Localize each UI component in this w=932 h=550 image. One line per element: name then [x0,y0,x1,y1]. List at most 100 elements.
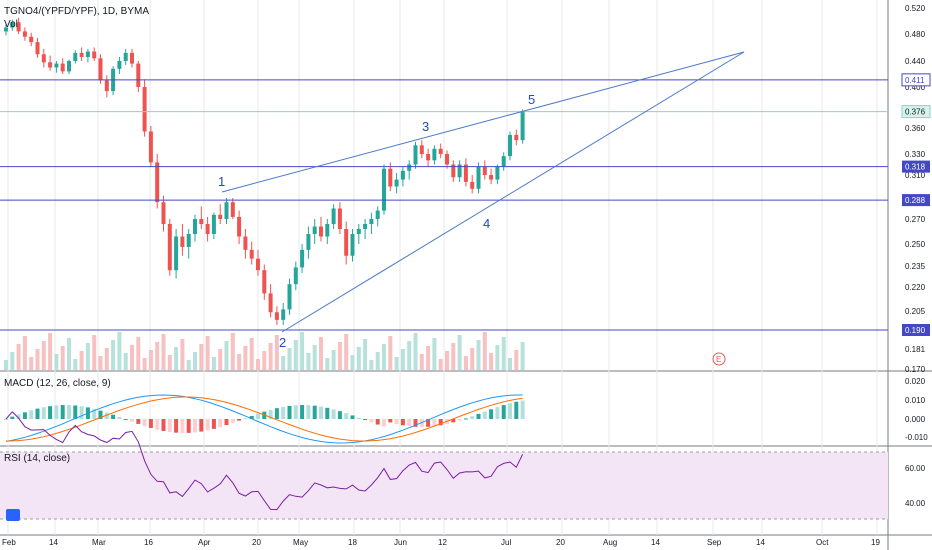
price-tag [902,324,930,336]
macd-histogram-bar [224,419,229,426]
candle-body [230,202,235,217]
time-tick-label: 20 [556,538,565,547]
volume-bar [476,340,481,370]
volume-bar [268,343,273,370]
candle-body [92,51,97,59]
candle-body [476,166,481,189]
macd-histogram-bar [369,419,374,423]
volume-bar [419,354,424,370]
macd-histogram-bar [514,401,519,419]
candle-body [407,164,412,171]
volume-bar [230,333,235,370]
volume-bar [35,349,40,370]
price-pane[interactable]: E [4,17,726,366]
volume-bar [98,356,103,370]
rsi-pane[interactable] [0,411,888,521]
price-tag-label: 0.288 [905,196,926,205]
candle-body [48,62,53,68]
candle-body [98,58,103,81]
volume-bar [495,345,500,370]
candle-body [331,208,336,224]
candle-body [274,312,279,320]
volume-bar [167,355,172,370]
candle-body [54,63,59,68]
price-tick-label: 0.205 [905,307,926,316]
macd-histogram-bar [193,419,197,433]
volume-bar [148,350,153,370]
trendlines: 1 2 3 4 5 [0,51,888,350]
price-tag-label: 0.318 [905,163,926,172]
volume-bar [85,343,90,370]
time-tick-label: Aug [603,538,617,547]
macd-histogram-bar [344,413,349,419]
macd-histogram-bar [312,405,317,419]
volume-bar [161,334,166,370]
macd-pane[interactable] [4,394,525,444]
macd-histogram-bar [243,418,248,420]
candle-body [375,210,380,219]
macd-histogram-bar [495,407,500,419]
macd-histogram-bar [4,419,8,420]
macd-histogram-bar [501,405,506,419]
volume-bar [123,353,128,370]
volume-bar [356,347,361,370]
candle-body [22,31,27,37]
macd-histogram-bar [174,419,179,433]
macd-histogram-bar [167,419,172,433]
volume-bar [337,342,342,370]
time-tick-label: 16 [144,538,153,547]
volume-bar [249,338,254,370]
candle-body [79,52,84,57]
macd-histogram-bar [426,419,431,427]
candle-body [237,216,242,237]
candle-body [356,229,361,234]
candle-body [312,226,317,234]
macd-histogram-bar [274,408,279,419]
time-axis[interactable]: Feb 14 Mar 16 Apr 20 May 18 Jun 12 Jul 20 Aug 14 Sep 14… [2,538,880,547]
macd-histogram-bar [111,414,116,419]
macd-histogram-bar [388,419,393,423]
symbol-title: TGNO4/(YPFD/YPF), 1D, BYMA [4,6,149,17]
volume-bar [306,353,311,370]
volume-bar [413,333,418,370]
tradingview-logo [6,509,20,521]
candle-body [457,164,462,178]
candle-body [432,148,437,161]
macd-histogram-bar [520,400,525,419]
macd-histogram-bar [287,405,292,419]
candle-body [445,154,449,165]
volume-bar [111,340,116,370]
candle-body [41,54,46,63]
candle-body [520,111,525,141]
macd-histogram-bar [48,406,53,419]
candle-body [73,52,78,61]
price-tick-label: 0.400 [905,83,926,92]
macd-histogram-bar [237,419,242,421]
volume-bar [445,351,449,370]
candle-body [400,170,405,180]
price-axis[interactable]: 0.5200.4800.4400.4000.3600.3300.3100.290… [901,4,931,508]
macd-histogram-bar [319,406,323,419]
volume-bar [325,358,330,370]
volume-bar [136,337,141,370]
signal-line [5,396,523,442]
candle-body [287,284,292,310]
volume-bar [274,335,279,370]
macd-histogram-bar [79,406,84,419]
volume-bar [375,352,380,370]
rsi-band-fill [0,452,888,519]
candle-body [199,219,204,224]
candle-body [224,202,229,219]
candle-body [337,208,342,229]
macd-histogram-bar [413,419,418,427]
macd-histogram-bar [155,419,160,430]
time-tick-label: May [293,538,308,547]
earnings-icon [712,352,726,366]
macd-histogram-bar [482,411,487,419]
candle-body [35,42,40,55]
macd-histogram-bar [148,419,153,428]
macd-histogram-bar [438,419,443,426]
macd-histogram-bar [363,419,368,421]
